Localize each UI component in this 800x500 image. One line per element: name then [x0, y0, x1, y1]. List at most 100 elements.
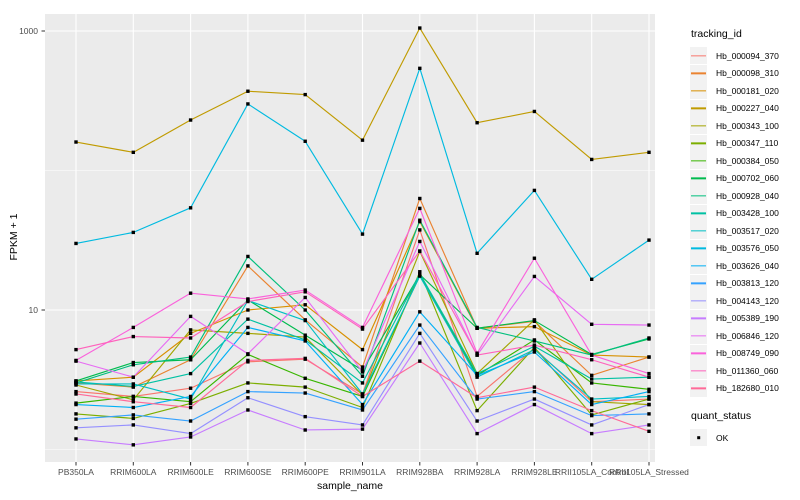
legend-line-key: [690, 99, 707, 117]
data-point: [360, 232, 365, 236]
data-point: [532, 350, 537, 354]
legend-line-key: [690, 204, 707, 222]
legend-entry: Hb_011360_060: [690, 362, 779, 380]
legend-color-title: tracking_id: [691, 28, 742, 40]
data-point: [246, 254, 250, 259]
data-point: [590, 402, 594, 407]
legend-entry: Hb_008749_090: [690, 344, 779, 363]
legend-entry-label: Hb_000928_040: [716, 190, 779, 201]
data-point: [360, 405, 365, 410]
data-point: [74, 140, 78, 144]
legend-color-line: [691, 177, 706, 179]
data-point: [74, 389, 78, 394]
legend-line-key: [690, 379, 707, 397]
data-point: [590, 381, 594, 385]
legend-shape-entries: OK: [690, 429, 779, 447]
data-point: [532, 109, 537, 114]
data-point: [303, 335, 307, 339]
x-tick-label: RRII105LA_Stressed: [609, 467, 689, 477]
legend-color-line: [691, 265, 706, 267]
data-point: [246, 408, 250, 412]
x-tick-label: RRIM928LE: [511, 467, 558, 477]
data-point: [188, 405, 193, 410]
data-point: [188, 386, 193, 390]
data-point: [590, 277, 594, 281]
legend-entry: Hb_000343_100: [690, 117, 779, 135]
x-axis-title: sample_name: [317, 480, 383, 492]
data-point: [475, 121, 479, 125]
data-point: [74, 412, 78, 416]
data-point: [360, 381, 365, 385]
legend-color-line: [691, 125, 706, 127]
legend-line-key: [690, 309, 707, 327]
data-point: [131, 325, 135, 330]
legend-line-key: [690, 274, 707, 292]
data-point: [188, 206, 193, 210]
data-point: [475, 373, 479, 378]
data-point: [303, 356, 307, 361]
data-point: [590, 358, 594, 362]
x-tick-label: RRIM901LA: [339, 467, 386, 477]
legend-entry-label: Hb_000384_050: [716, 155, 779, 166]
legend-line-key: [690, 257, 707, 275]
data-point: [303, 391, 307, 395]
data-point: [188, 328, 193, 332]
legend-shape-title: quant_status: [691, 410, 752, 422]
data-point: [188, 314, 193, 319]
data-point: [532, 256, 537, 260]
data-point: [131, 363, 135, 367]
data-point: [131, 375, 135, 379]
data-point: [74, 437, 78, 441]
legend-line-key: [690, 362, 707, 380]
legend-entry: Hb_000181_020: [690, 82, 779, 100]
data-point: [475, 431, 479, 436]
legend-entry-label: Hb_182680_010: [716, 383, 779, 394]
data-point: [647, 389, 651, 394]
data-point: [246, 308, 250, 312]
data-point: [303, 295, 307, 300]
legend-point-square: [696, 435, 701, 440]
data-point: [303, 414, 307, 419]
data-point: [188, 336, 193, 340]
legend-color-line: [691, 387, 706, 389]
legend-line-key: [690, 134, 707, 152]
data-point: [590, 413, 594, 418]
legend-entry-label: Hb_000347_110: [716, 138, 779, 149]
data-point: [475, 408, 479, 413]
data-point: [590, 408, 594, 413]
legend-color-line: [691, 370, 706, 372]
legend-color-line: [691, 300, 706, 302]
data-point: [475, 353, 479, 357]
data-point: [475, 375, 479, 379]
legend-line-key: [690, 47, 707, 65]
legend-line-key: [690, 344, 707, 362]
legend-entry-label: Hb_000227_040: [716, 103, 779, 114]
data-point: [590, 377, 594, 381]
data-point: [74, 426, 78, 430]
data-point: [74, 417, 78, 421]
data-point: [532, 324, 537, 329]
data-point: [131, 398, 135, 402]
legend-color-line: [691, 90, 706, 92]
data-point: [131, 384, 135, 389]
data-point: [475, 251, 479, 255]
x-tick-label: RRIM928LA: [454, 467, 501, 477]
data-point: [532, 389, 537, 394]
data-point: [246, 264, 250, 268]
x-tick-label: RRIM928BA: [396, 467, 444, 477]
data-point: [418, 359, 422, 363]
data-point: [303, 318, 307, 323]
data-point: [590, 400, 594, 404]
data-point: [418, 310, 422, 314]
data-point: [131, 423, 135, 427]
legend-entry-label: Hb_008749_090: [716, 348, 779, 359]
legend-entry-label: Hb_003428_100: [716, 208, 779, 219]
data-point: [74, 241, 78, 246]
legend-line-key: [690, 169, 707, 187]
legend-entry: Hb_000702_060: [690, 169, 779, 188]
legend-color-line: [691, 55, 706, 57]
legend-color-line: [691, 195, 706, 197]
legend-color-line: [691, 212, 706, 214]
legend-color-line: [691, 230, 706, 232]
